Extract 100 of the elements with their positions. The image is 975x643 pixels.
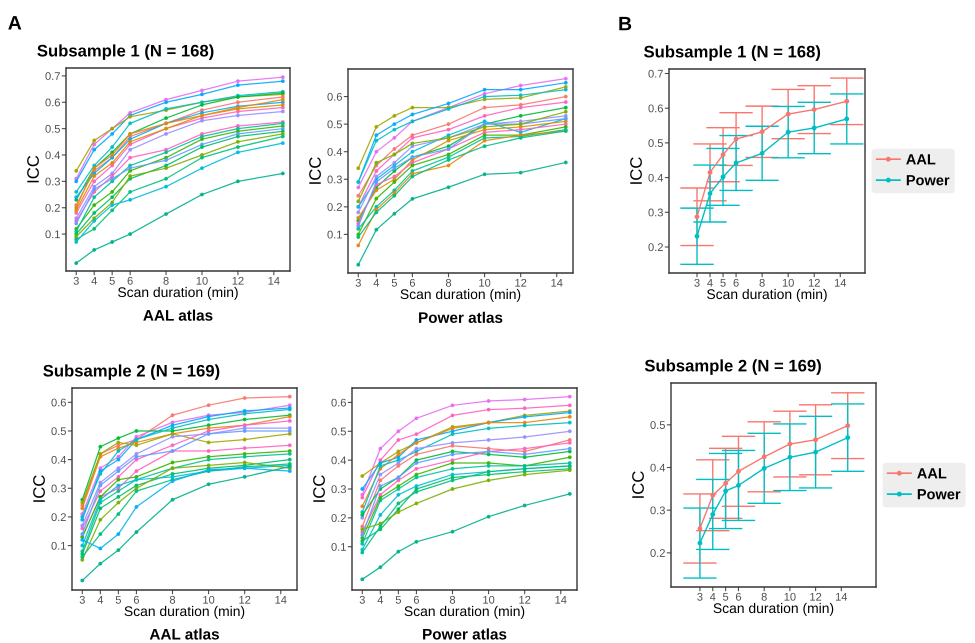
- y-tick-label: 0.4: [45, 151, 60, 160]
- x-axis-title: Scan duration (min): [118, 286, 238, 300]
- x-tick-label: 14: [836, 592, 848, 601]
- x-tick-label: 12: [519, 596, 530, 604]
- y-tick-label: 0.6: [331, 398, 346, 407]
- y-tick-label: 0.4: [650, 464, 666, 472]
- x-tick-label: 5: [722, 592, 728, 601]
- x-tick-label: 5: [116, 596, 121, 604]
- y-tick-label: 0.6: [648, 104, 663, 112]
- y-tick-label: 0.4: [648, 174, 664, 182]
- text: B: [619, 16, 632, 30]
- y-tick-label: 0.2: [331, 514, 346, 522]
- x-tick-label: 6: [134, 596, 140, 604]
- x-tick-label: 3: [694, 278, 700, 287]
- y-tick-label: 0.5: [331, 428, 346, 436]
- x-tick-label: 6: [414, 596, 420, 604]
- x-tick-label: 12: [810, 592, 822, 601]
- x-tick-label: 3: [360, 596, 365, 604]
- text: AAL atlas: [150, 628, 219, 640]
- x-tick-label: 6: [410, 278, 416, 287]
- y-axis-title: ICC: [630, 157, 642, 184]
- y-tick-label: 0.1: [51, 542, 66, 550]
- legend-label: AAL: [917, 468, 946, 478]
- y-tick-label: 0.1: [331, 542, 346, 551]
- x-tick-label: 6: [128, 276, 133, 285]
- y-axis-title: ICC: [27, 156, 39, 182]
- y-tick-label: 0.1: [45, 230, 60, 238]
- x-axis-title: Scan duration (min): [124, 606, 244, 619]
- y-tick-label: 0.1: [327, 230, 342, 239]
- x-tick-label: 14: [555, 596, 567, 604]
- y-tick-label: 0.2: [327, 203, 342, 211]
- y-tick-label: 0.6: [51, 398, 66, 406]
- x-axis-title: Scan duration (min): [707, 288, 827, 302]
- legend-label: Power: [906, 175, 950, 186]
- text: Power atlas: [419, 312, 502, 323]
- x-tick-label: 10: [196, 276, 208, 285]
- y-tick-label: 0.5: [45, 124, 60, 133]
- x-tick-label: 5: [396, 596, 401, 604]
- x-tick-label: 10: [782, 278, 794, 287]
- x-tick-label: 3: [356, 278, 361, 287]
- y-tick-label: 0.6: [327, 92, 342, 101]
- x-tick-label: 12: [239, 596, 250, 604]
- y-tick-label: 0.4: [51, 456, 66, 464]
- x-tick-label: 3: [80, 596, 85, 604]
- x-tick-label: 10: [784, 592, 796, 601]
- y-tick-label: 0.3: [45, 178, 60, 186]
- x-tick-label: 4: [377, 596, 384, 604]
- x-tick-label: 14: [551, 278, 563, 287]
- x-tick-label: 4: [710, 592, 716, 601]
- x-tick-label: 8: [450, 596, 456, 604]
- chart-title: Subsample 2 (N = 169): [43, 364, 220, 380]
- x-tick-label: 12: [515, 278, 526, 287]
- y-tick-label: 0.3: [327, 176, 342, 184]
- x-tick-label: 3: [697, 592, 703, 601]
- x-tick-label: 12: [808, 278, 820, 287]
- x-tick-label: 8: [163, 276, 169, 285]
- y-tick-label: 0.2: [648, 243, 663, 252]
- y-tick-label: 0.7: [648, 70, 663, 78]
- y-tick-label: 0.3: [650, 506, 665, 514]
- x-tick-label: 4: [707, 278, 713, 287]
- y-tick-label: 0.4: [331, 456, 346, 464]
- x-tick-label: 8: [170, 596, 176, 604]
- x-tick-label: 14: [834, 278, 846, 287]
- legend-label: AAL: [906, 154, 936, 164]
- y-tick-label: 0.3: [51, 484, 66, 492]
- y-tick-label: 0.2: [45, 204, 60, 212]
- y-tick-label: 0.5: [51, 427, 66, 436]
- x-axis-title: Scan duration (min): [714, 602, 834, 616]
- x-tick-label: 8: [446, 278, 452, 287]
- x-tick-label: 4: [97, 596, 104, 604]
- chart-title: Subsample 2 (N = 169): [644, 359, 821, 375]
- x-tick-label: 4: [373, 278, 380, 287]
- y-tick-label: 0.2: [650, 549, 665, 557]
- y-tick-label: 0.2: [51, 513, 66, 522]
- text: AAL atlas: [143, 310, 212, 321]
- y-tick-label: 0.5: [650, 421, 665, 429]
- x-tick-label: 12: [232, 276, 244, 285]
- x-tick-label: 14: [268, 276, 280, 285]
- x-tick-label: 5: [110, 276, 115, 285]
- x-tick-label: 10: [479, 278, 490, 287]
- x-tick-label: 10: [203, 596, 214, 604]
- text: Power atlas: [423, 628, 506, 640]
- y-tick-label: 0.4: [327, 148, 342, 156]
- x-axis-title: Scan duration (min): [404, 606, 524, 619]
- y-tick-label: 0.3: [331, 485, 346, 494]
- y-axis-title: ICC: [309, 157, 321, 184]
- x-tick-label: 5: [392, 278, 397, 287]
- y-axis-title: ICC: [33, 475, 45, 502]
- y-tick-label: 0.6: [45, 98, 60, 106]
- x-axis-title: Scan duration (min): [400, 288, 520, 302]
- y-axis-title: ICC: [313, 475, 325, 502]
- y-tick-label: 0.7: [45, 72, 60, 80]
- legend-label: Power: [918, 489, 960, 500]
- chart-title: Subsample 1 (N = 168): [644, 45, 820, 61]
- x-tick-label: 5: [720, 278, 726, 287]
- y-tick-label: 0.5: [648, 139, 663, 148]
- x-tick-label: 3: [74, 276, 79, 285]
- x-tick-label: 4: [91, 276, 97, 285]
- x-tick-label: 6: [736, 592, 742, 601]
- y-tick-label: 0.5: [327, 120, 342, 128]
